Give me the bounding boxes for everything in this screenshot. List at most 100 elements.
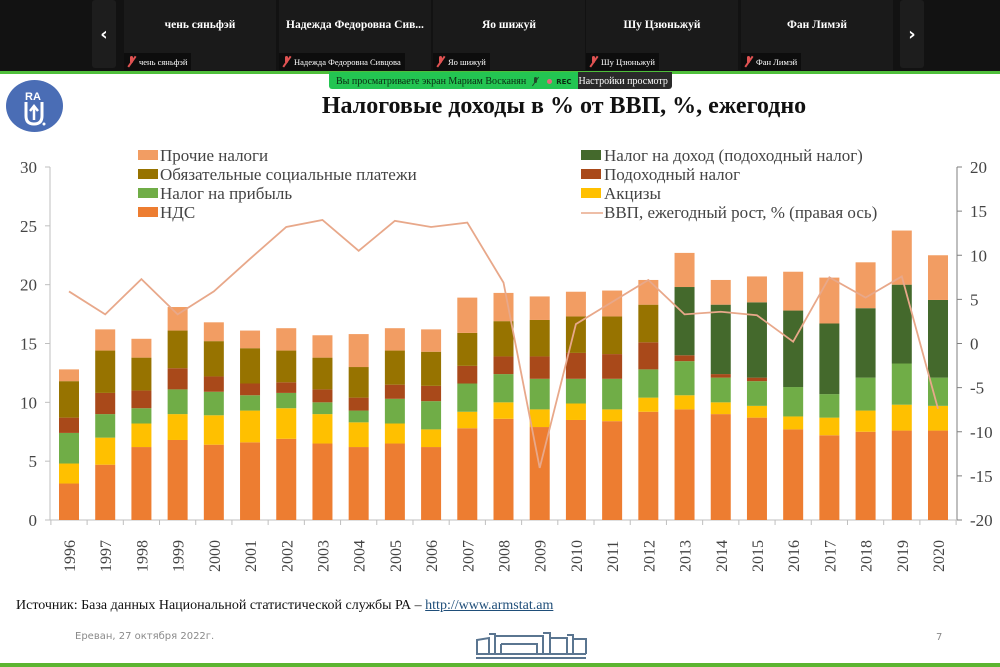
bar-segment-akcizy [384,423,405,444]
bar-segment-social [131,357,152,391]
bar-segment-podoxodny [457,365,478,384]
bar-segment-income_tax [783,310,804,388]
bar-segment-nds [855,431,876,520]
bar-segment-pribyl [457,383,478,412]
bar-segment-akcizy [59,463,79,484]
bar-segment-podoxodny [529,356,550,379]
x-tick-label: 2011 [605,541,622,572]
bottom-accent-line [0,663,1000,667]
bar-segment-akcizy [167,414,188,440]
bar-segment-prochie [493,292,514,322]
chevron-right-icon: › [908,23,916,45]
participant-label-text: Шу Цзюньжуй [601,56,655,67]
participant-label: Шу Цзюньжуй [586,53,659,70]
participant-tile[interactable]: Яо шижуй Яо шижуй [433,0,585,70]
y-tick-label: 10 [20,393,37,412]
y2-tick-label: 20 [970,158,987,177]
legend-label: Прочие налоги [160,146,268,165]
bar-segment-pribyl [240,395,261,411]
bar-segment-akcizy [674,395,695,410]
bar-segment-pribyl [638,369,659,398]
x-tick-label: 2010 [569,540,586,572]
x-tick-label: 2015 [750,540,767,572]
bar-segment-pribyl [384,398,405,424]
bar-segment-akcizy [565,403,586,420]
legend-label: Налог на доход (подоходный налог) [604,146,863,165]
bar-segment-social [348,367,369,398]
next-page-button[interactable]: › [900,0,924,68]
bar-segment-akcizy [638,397,659,412]
bar-segment-akcizy [928,405,948,431]
bar-segment-akcizy [855,410,876,432]
legend-swatch-income_tax [581,150,601,160]
participant-tile[interactable]: Шу Цзюньжуй Шу Цзюньжуй [586,0,738,70]
bar-segment-nds [710,414,731,520]
share-status-text: Вы просматриваете экран Мариам Восканян [336,76,527,87]
tax-revenue-chart: 0 5 10 15 20 25 30 -20 -15 -10 -5 0 5 10 15 20 Прочие н… [20,146,993,572]
legend-swatch-prochie [138,150,158,160]
x-tick-label: 2005 [388,540,405,572]
bar-segment-nds [783,429,804,520]
bar-segment-prochie [819,277,840,324]
bar-segment-nds [312,443,333,520]
participant-name: Надежда Федоровна Сив... [286,19,424,31]
y-tick-label: 5 [29,452,38,471]
mic-muted-icon [589,56,598,67]
bar-segment-podoxodny [312,389,333,403]
source-link[interactable]: http://www.armstat.am [425,598,554,613]
bar-segment-akcizy [131,423,152,448]
bar-segment-income_tax [928,299,948,378]
bar-segment-nds [602,421,623,520]
x-tick-label: 2017 [822,540,839,572]
bar-segment-podoxodny [276,382,297,393]
participant-name: Шу Цзюньжуй [623,19,701,31]
x-tick-label: 2012 [641,540,658,572]
bar-segment-income_tax [891,284,912,364]
bar-segment-prochie [928,255,948,300]
bar-segment-podoxodny [602,354,623,379]
participant-tile[interactable]: чень сяньфэй чень сяньфэй [124,0,276,70]
chart-gdp-line [68,218,939,469]
chevron-left-icon: ‹ [100,23,108,45]
participant-tile[interactable]: Надежда Федоровна Сив... Надежда Федоров… [279,0,431,70]
bar-segment-income_tax [746,302,767,378]
x-tick-label: 1996 [62,540,79,572]
mic-muted-icon [127,56,136,67]
mic-muted-icon [744,56,753,67]
bar-segment-akcizy [783,416,804,430]
bar-segment-nds [674,409,695,520]
bar-segment-podoxodny [240,383,261,396]
bar-segment-podoxodny [565,352,586,379]
bar-segment-pribyl [819,394,840,418]
bar-segment-social [384,350,405,385]
x-tick-label: 2004 [352,540,369,572]
bar-segment-nds [819,435,840,520]
bar-segment-nds [240,442,261,520]
bar-segment-podoxodny [638,342,659,370]
previous-page-button[interactable]: ‹ [92,0,116,68]
bar-segment-pribyl [855,377,876,411]
chart-bars [59,230,948,520]
legend-swatch-pribyl [138,188,158,198]
bar-segment-podoxodny [59,417,79,433]
x-tick-label: 2019 [895,540,912,572]
bar-segment-akcizy [276,408,297,439]
bar-segment-pribyl [928,377,948,406]
bar-segment-nds [384,443,405,520]
view-settings-button[interactable]: Настройки просмотр [577,72,672,89]
bar-segment-social [457,332,478,366]
bar-segment-podoxodny [203,376,224,392]
bar-segment-nds [493,418,514,520]
bar-segment-prochie [95,329,116,351]
bar-segment-akcizy [493,402,514,419]
bar-segment-prochie [384,328,405,351]
bar-segment-pribyl [710,377,731,403]
bar-segment-prochie [421,329,442,352]
bar-segment-prochie [167,307,188,331]
y2-tick-label: -20 [970,511,993,530]
participant-tile[interactable]: Фан Лимэй Фан Лимэй [741,0,893,70]
bar-segment-prochie [276,328,297,351]
bar-segment-pribyl [312,402,333,415]
bar-segment-social [602,316,623,355]
bar-segment-social [421,351,442,386]
